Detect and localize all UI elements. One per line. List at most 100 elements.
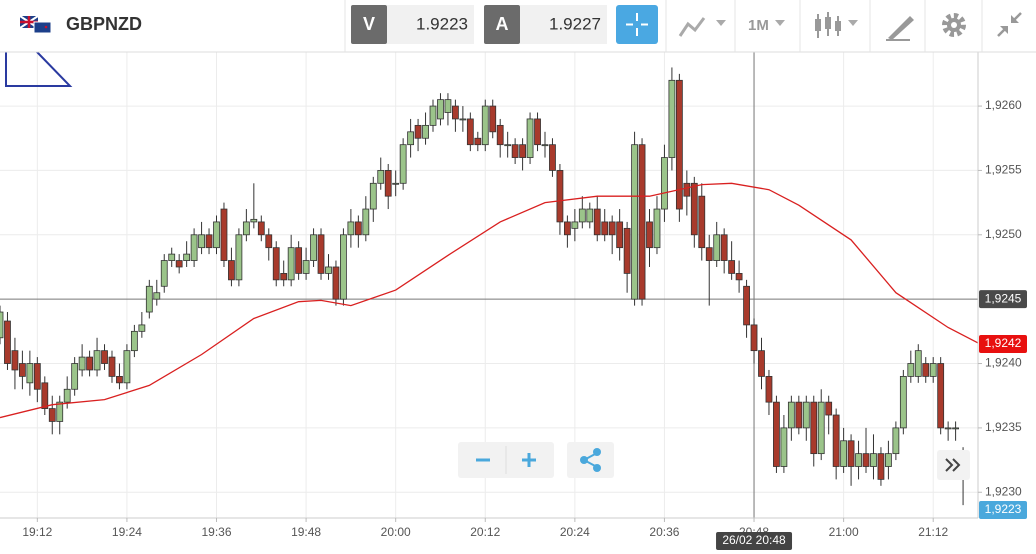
settings-button[interactable] [942, 13, 966, 37]
candle-body [765, 375, 773, 403]
zoom-in[interactable] [522, 453, 536, 467]
x-tick-label: 20:00 [381, 525, 411, 539]
y-tick-label: 1,9260 [985, 98, 1022, 112]
symbol: GBPNZD [66, 14, 142, 34]
crosshair-x-tag-bg [716, 532, 793, 550]
candle-body [855, 453, 862, 467]
crosshair-icon [626, 13, 648, 36]
candle-body [541, 144, 549, 147]
crosshair-button[interactable] [616, 5, 658, 44]
candle-body [862, 453, 870, 467]
share-dot [580, 456, 588, 464]
flags [19, 15, 52, 34]
candle-body [914, 350, 922, 377]
share-bg [567, 442, 614, 478]
candle-body [280, 273, 288, 281]
buy-price: 1.9227 [549, 14, 601, 33]
candle-body [213, 221, 220, 249]
scroll-right-icon [945, 458, 961, 472]
plot-area [0, 52, 979, 518]
candle-body [780, 427, 788, 467]
candle-body [825, 401, 833, 416]
candle-body [377, 170, 385, 184]
candle-body [586, 208, 594, 223]
share-button[interactable] [567, 442, 614, 478]
candle-body [810, 401, 818, 455]
candle-body [705, 247, 713, 261]
sell-price: 1.9223 [416, 14, 468, 33]
candle-body [675, 79, 683, 210]
candle-body [190, 234, 198, 261]
candle-style-button[interactable] [815, 12, 858, 38]
candle-body [608, 221, 616, 236]
x-tick-label: 19:24 [112, 525, 142, 539]
buy-price-bg [520, 5, 607, 44]
candle-body [556, 170, 564, 223]
last-price-tag: 1,9223 [979, 501, 1027, 519]
buy-button[interactable]: A 1.9227 [484, 5, 607, 44]
candle-body [399, 144, 407, 184]
candle-body [750, 324, 758, 352]
candle-body [265, 234, 273, 249]
gear-hole [951, 22, 957, 28]
candle-body [787, 401, 795, 429]
candle-body [601, 221, 609, 236]
x-tick-label: 19:48 [291, 525, 321, 539]
candle-body [459, 118, 467, 121]
candle-body [429, 105, 437, 126]
candle-body [392, 182, 400, 185]
candle-body [250, 218, 258, 223]
candle-body [698, 195, 706, 249]
candle-body [638, 144, 646, 300]
scroll-right-button[interactable] [937, 450, 970, 480]
drawing-triangle[interactable] [5, 17, 73, 87]
candle-body [466, 118, 474, 146]
average-tag-bg [979, 335, 1027, 353]
draw-button[interactable] [886, 16, 914, 41]
y-tick-label: 1,9240 [985, 356, 1022, 370]
candle-body [474, 137, 482, 146]
moving-average-line [0, 182, 979, 419]
collapse-button[interactable] [997, 12, 1022, 37]
candle-body [944, 427, 952, 430]
candle-body [735, 273, 743, 281]
candle-body [205, 234, 213, 249]
x-tick-label: 21:12 [918, 525, 948, 539]
buy-label-bg [484, 5, 520, 44]
candle-body [26, 363, 34, 384]
candle-body [71, 363, 79, 390]
draw-icon [888, 16, 914, 40]
axes: 1,9230 1,9235 1,9240 1,9250 1,9255 1,9260 19:1… [22, 98, 1027, 550]
dropdown-arrow [716, 20, 726, 26]
candle-body [758, 350, 765, 377]
candle-body [504, 144, 512, 147]
sell-label: V [363, 14, 375, 34]
candle-body [93, 350, 101, 371]
candle-body [4, 320, 11, 364]
candle-body [56, 401, 64, 422]
crosshair-x-tag: 26/02 20:48 [722, 533, 786, 547]
chart-type-button[interactable] [678, 17, 726, 37]
chart-type-icon [678, 17, 706, 37]
candle-body [795, 401, 803, 429]
x-tick-label: 19:12 [22, 525, 52, 539]
zoom-controls [458, 442, 970, 480]
candle-body [519, 144, 526, 158]
buy-label: A [496, 14, 509, 34]
candle-body [317, 234, 325, 274]
sell-button[interactable]: V 1.9223 [351, 5, 474, 44]
candle-body [295, 247, 303, 274]
candle-body [444, 99, 452, 113]
candle-body [578, 208, 586, 223]
candle-body [892, 427, 900, 455]
x-tick-label: 20:36 [649, 525, 679, 539]
dropdown-arrow [775, 20, 785, 26]
candle-body [198, 234, 205, 249]
candle-body [130, 330, 138, 352]
candle-body [369, 182, 377, 210]
flag-nz [33, 21, 52, 34]
candle-body [511, 144, 519, 158]
timeframe-button[interactable]: 1M [748, 17, 785, 34]
candle-body [168, 253, 176, 261]
